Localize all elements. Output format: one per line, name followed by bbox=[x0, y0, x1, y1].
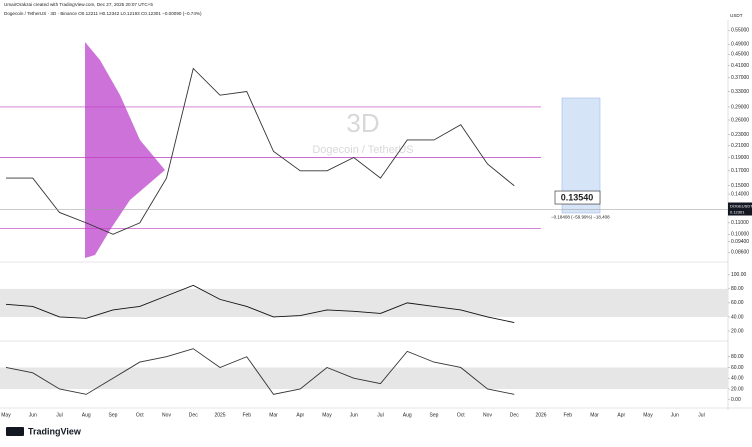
y-tick-label: 0.37000 bbox=[731, 75, 749, 81]
last-price-label: 0.12301 bbox=[730, 210, 745, 215]
x-tick-label: May bbox=[643, 412, 653, 418]
x-tick-label: Jun bbox=[350, 412, 358, 418]
y-tick-label: 0.09400 bbox=[731, 239, 749, 245]
x-tick-label: Sep bbox=[109, 412, 118, 418]
symbol-tag: DOGEUSDT bbox=[730, 204, 752, 209]
currency: USDT bbox=[730, 13, 743, 18]
x-tick-label: May bbox=[322, 412, 332, 418]
oscillator-band bbox=[0, 288, 728, 317]
x-tick-label: Mar bbox=[590, 412, 599, 418]
y-tick-label: 0.14000 bbox=[731, 191, 749, 197]
x-tick-label: Oct bbox=[136, 412, 144, 418]
x-tick-label: Dec bbox=[510, 412, 519, 418]
watermark-interval: 3D bbox=[346, 108, 379, 138]
footer-logo: TradingView bbox=[28, 426, 82, 436]
target-label: 0.13540 bbox=[561, 192, 594, 202]
y-tick-label: 0.17000 bbox=[731, 168, 749, 174]
x-tick-label: 2025 bbox=[214, 412, 225, 418]
x-tick-label: Dec bbox=[189, 412, 198, 418]
x-tick-label: Jul bbox=[377, 412, 383, 418]
y-tick-label: 80.00 bbox=[731, 354, 744, 360]
x-tick-label: Apr bbox=[296, 412, 304, 418]
x-tick-label: Feb bbox=[242, 412, 251, 418]
x-tick-label: Feb bbox=[563, 412, 572, 418]
y-tick-label: 100.00 bbox=[731, 272, 747, 278]
y-tick-label: 0.41000 bbox=[731, 63, 749, 69]
x-tick-label: Sep bbox=[430, 412, 439, 418]
author-line: UmairOrakzai created with TradingView.co… bbox=[4, 2, 153, 7]
y-tick-label: 0.26000 bbox=[731, 117, 749, 123]
logo-icon bbox=[6, 427, 24, 436]
watermark-symbol: Dogecoin / TetherUS bbox=[312, 144, 413, 156]
y-tick-label: 0.23000 bbox=[731, 132, 749, 138]
x-tick-label: Nov bbox=[162, 412, 171, 418]
x-tick-label: Nov bbox=[483, 412, 492, 418]
y-tick-label: 0.19000 bbox=[731, 155, 749, 161]
y-tick-label: 0.29000 bbox=[731, 104, 749, 110]
series-line bbox=[6, 67, 515, 235]
x-tick-label: Jun bbox=[671, 412, 679, 418]
x-tick-label: Aug bbox=[82, 412, 91, 418]
y-tick-label: 0.15000 bbox=[731, 183, 749, 189]
x-tick-label: Jun bbox=[29, 412, 37, 418]
x-tick-label: May bbox=[1, 412, 11, 418]
y-tick-label: 20.00 bbox=[731, 328, 744, 334]
x-tick-label: Oct bbox=[457, 412, 465, 418]
y-tick-label: 80.00 bbox=[731, 286, 744, 292]
y-tick-label: 0.45000 bbox=[731, 52, 749, 58]
y-tick-label: 0.49000 bbox=[731, 42, 749, 48]
y-tick-label: 0.21000 bbox=[731, 143, 749, 149]
last-price-tag bbox=[728, 202, 752, 216]
oscillator-band bbox=[0, 367, 728, 389]
series-line bbox=[5, 284, 515, 323]
x-tick-label: Jul bbox=[56, 412, 62, 418]
y-tick-label: 20.00 bbox=[731, 386, 744, 392]
y-tick-label: 60.00 bbox=[731, 300, 744, 306]
volume-profile bbox=[85, 42, 165, 258]
target-tag bbox=[554, 190, 601, 205]
x-tick-label: 2026 bbox=[535, 412, 546, 418]
x-tick-label: Apr bbox=[617, 412, 625, 418]
y-tick-label: 0.10000 bbox=[731, 232, 749, 238]
y-tick-label: 0.08600 bbox=[731, 250, 749, 256]
x-tick-label: Mar bbox=[269, 412, 278, 418]
x-tick-label: Jul bbox=[698, 412, 704, 418]
y-tick-label: 40.00 bbox=[731, 376, 744, 382]
y-tick-label: 60.00 bbox=[731, 365, 744, 371]
y-tick-label: 0.11000 bbox=[731, 220, 749, 226]
series-line bbox=[5, 348, 515, 395]
y-tick-label: 40.00 bbox=[731, 314, 744, 320]
y-tick-label: 0.00 bbox=[731, 397, 741, 403]
symbol-line: Dogecoin / TetherUS · 3D · Binance O0.12… bbox=[4, 11, 202, 16]
x-tick-label: Aug bbox=[403, 412, 412, 418]
y-tick-label: 0.55000 bbox=[731, 28, 749, 34]
y-tick-label: 0.33000 bbox=[731, 89, 749, 95]
measure-label: −0.18408 (−59.99%) −18,408 bbox=[551, 215, 610, 220]
